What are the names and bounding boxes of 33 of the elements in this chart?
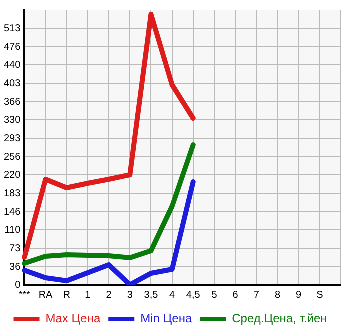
legend-label: Сред.Цена, т.йен xyxy=(232,311,328,326)
x-tick-label: R xyxy=(63,290,70,301)
y-tick-label: 220 xyxy=(4,170,22,181)
x-tick-label: 5 xyxy=(212,290,218,301)
y-tick-label: 183 xyxy=(4,188,22,200)
y-tick-label: 403 xyxy=(4,78,22,90)
y-tick-label: 330 xyxy=(4,114,22,126)
y-tick-label: 366 xyxy=(4,96,22,108)
x-tick-label: 7 xyxy=(254,290,260,301)
x-tick-label: 6 xyxy=(232,290,239,301)
x-tick-label: 1 xyxy=(85,290,92,301)
x-tick-label: 3 xyxy=(127,290,134,301)
x-tick-label: 3,5 xyxy=(144,290,159,301)
x-tick-label: 9 xyxy=(296,290,302,301)
x-tick-label: 8 xyxy=(274,290,281,301)
x-tick-label: RA xyxy=(38,290,54,301)
legend-label: Min Цена xyxy=(140,311,192,326)
y-tick-label: 146 xyxy=(4,206,22,218)
y-tick-label: 440 xyxy=(4,60,22,71)
y-tick-label: 0 xyxy=(15,280,22,291)
x-tick-label: S xyxy=(316,290,324,301)
y-tick-label: 476 xyxy=(4,42,22,53)
x-tick-label: 4 xyxy=(170,290,176,301)
y-tick-label: 513 xyxy=(4,23,22,34)
y-tick-label: 293 xyxy=(4,133,22,144)
x-tick-label: 4,5 xyxy=(186,290,201,301)
y-tick-label: 73 xyxy=(10,243,22,254)
x-tick-label: 2 xyxy=(106,290,112,301)
y-tick-label: 36 xyxy=(10,262,22,273)
y-tick-label: 256 xyxy=(4,152,22,163)
legend-label: Max Цена xyxy=(46,311,101,326)
x-tick-label: *** xyxy=(18,290,31,301)
y-tick-label: 110 xyxy=(4,224,22,236)
